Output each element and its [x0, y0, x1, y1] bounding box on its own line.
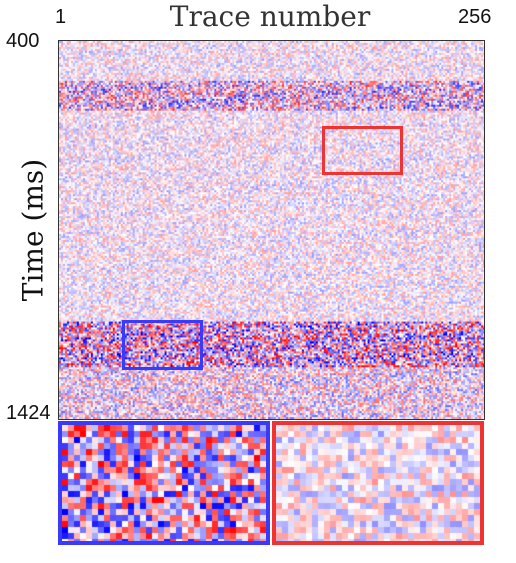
- seismic-section-image: [58, 40, 485, 420]
- blue-zoom-image: [62, 425, 266, 541]
- x-axis-title: Trace number: [169, 0, 371, 33]
- blue-zoom-inset: [58, 421, 270, 545]
- red-zoom-inset: [272, 421, 484, 545]
- red-zoom-image: [276, 425, 480, 541]
- trace-start-label: 1: [55, 6, 67, 28]
- trace-end-label: 256: [458, 6, 492, 28]
- red-highlight-box: [322, 126, 403, 175]
- time-start-label: 400: [6, 30, 40, 52]
- y-axis-title: Time (ms): [16, 158, 50, 302]
- blue-highlight-box: [122, 320, 203, 370]
- time-end-label: 1424: [6, 402, 51, 424]
